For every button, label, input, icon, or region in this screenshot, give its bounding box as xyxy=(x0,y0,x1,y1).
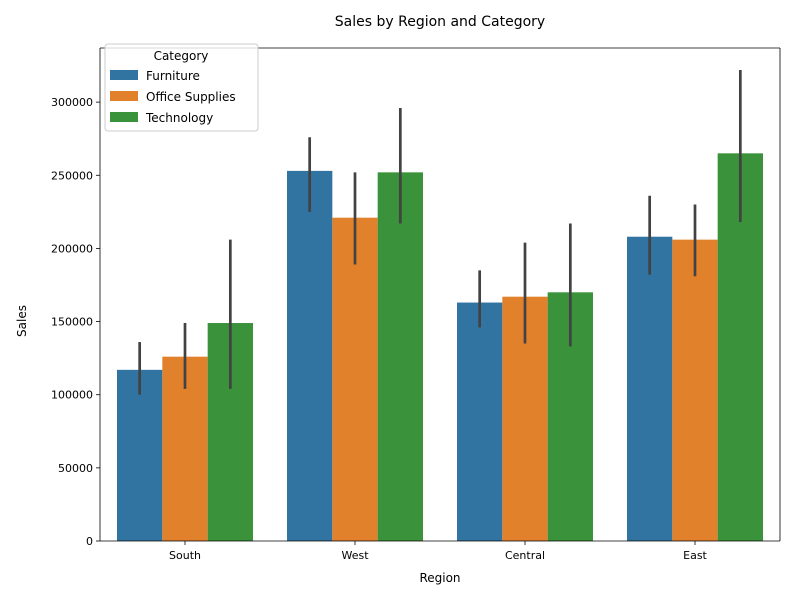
bar xyxy=(672,239,718,542)
y-tick-label: 300000 xyxy=(51,96,93,109)
x-tick-label: East xyxy=(683,549,707,562)
legend-swatch xyxy=(110,70,138,80)
error-bars-layer xyxy=(138,69,742,395)
bar xyxy=(332,217,378,541)
y-tick-label: 100000 xyxy=(51,389,93,402)
legend-label: Furniture xyxy=(146,69,200,83)
y-tick-label: 0 xyxy=(86,535,93,548)
bar xyxy=(287,170,333,541)
bar xyxy=(457,302,503,541)
legend-title: Category xyxy=(154,49,209,63)
x-tick-label: South xyxy=(169,549,201,562)
y-tick-label: 50000 xyxy=(58,462,93,475)
x-tick-label: West xyxy=(341,549,369,562)
legend-label: Office Supplies xyxy=(146,90,236,104)
legend-swatch xyxy=(110,112,138,122)
y-axis-label: Sales xyxy=(15,305,29,337)
chart-title: Sales by Region and Category xyxy=(335,14,545,30)
bars-layer xyxy=(117,153,763,542)
legend-frame xyxy=(104,43,259,132)
legend-swatch xyxy=(110,91,138,101)
bar xyxy=(377,172,423,542)
x-tick-label: Central xyxy=(505,549,545,562)
y-tick-label: 200000 xyxy=(51,242,93,255)
legend-label: Technology xyxy=(145,111,213,125)
y-tick-label: 150000 xyxy=(51,316,93,329)
x-axis-label: Region xyxy=(419,571,460,585)
legend: Category Furniture Office Supplies Technol… xyxy=(104,43,259,132)
bar xyxy=(117,369,163,541)
y-tick-label: 250000 xyxy=(51,169,93,182)
bar xyxy=(627,236,673,541)
